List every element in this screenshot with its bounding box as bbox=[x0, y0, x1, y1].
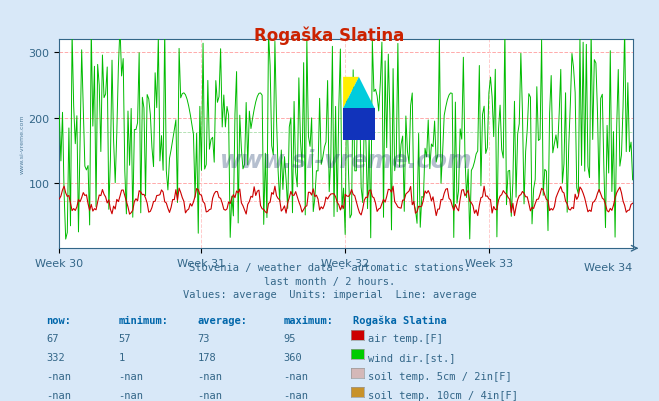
Text: 95: 95 bbox=[283, 334, 296, 344]
Text: Rogaška Slatina: Rogaška Slatina bbox=[353, 315, 446, 325]
Text: -nan: -nan bbox=[119, 390, 144, 400]
Text: -nan: -nan bbox=[119, 371, 144, 381]
Text: wind dir.[st.]: wind dir.[st.] bbox=[368, 352, 455, 363]
Text: 360: 360 bbox=[283, 352, 302, 363]
Polygon shape bbox=[343, 78, 359, 109]
Text: 332: 332 bbox=[46, 352, 65, 363]
Text: -nan: -nan bbox=[198, 371, 223, 381]
Text: 1: 1 bbox=[119, 352, 125, 363]
Text: 178: 178 bbox=[198, 352, 216, 363]
Text: maximum:: maximum: bbox=[283, 315, 333, 325]
Text: www.si-vreme.com: www.si-vreme.com bbox=[20, 115, 24, 174]
Text: 67: 67 bbox=[46, 334, 59, 344]
Text: Slovenia / weather data - automatic stations.: Slovenia / weather data - automatic stat… bbox=[189, 263, 470, 273]
Text: soil temp. 10cm / 4in[F]: soil temp. 10cm / 4in[F] bbox=[368, 390, 518, 400]
Text: -nan: -nan bbox=[46, 390, 71, 400]
Text: air temp.[F]: air temp.[F] bbox=[368, 334, 443, 344]
Text: last month / 2 hours.: last month / 2 hours. bbox=[264, 276, 395, 286]
Text: 57: 57 bbox=[119, 334, 131, 344]
Text: average:: average: bbox=[198, 315, 248, 325]
Text: www.si-vreme.com: www.si-vreme.com bbox=[219, 149, 473, 173]
Text: -nan: -nan bbox=[283, 390, 308, 400]
Text: minimum:: minimum: bbox=[119, 315, 169, 325]
Text: soil temp. 5cm / 2in[F]: soil temp. 5cm / 2in[F] bbox=[368, 371, 511, 381]
Text: Values: average  Units: imperial  Line: average: Values: average Units: imperial Line: av… bbox=[183, 289, 476, 299]
Text: 73: 73 bbox=[198, 334, 210, 344]
Text: -nan: -nan bbox=[283, 371, 308, 381]
Text: -nan: -nan bbox=[46, 371, 71, 381]
Polygon shape bbox=[343, 78, 375, 109]
Text: -nan: -nan bbox=[198, 390, 223, 400]
Text: Week 34: Week 34 bbox=[585, 262, 633, 272]
Text: now:: now: bbox=[46, 315, 71, 325]
Bar bbox=[343, 109, 375, 140]
Text: Rogaška Slatina: Rogaška Slatina bbox=[254, 26, 405, 45]
